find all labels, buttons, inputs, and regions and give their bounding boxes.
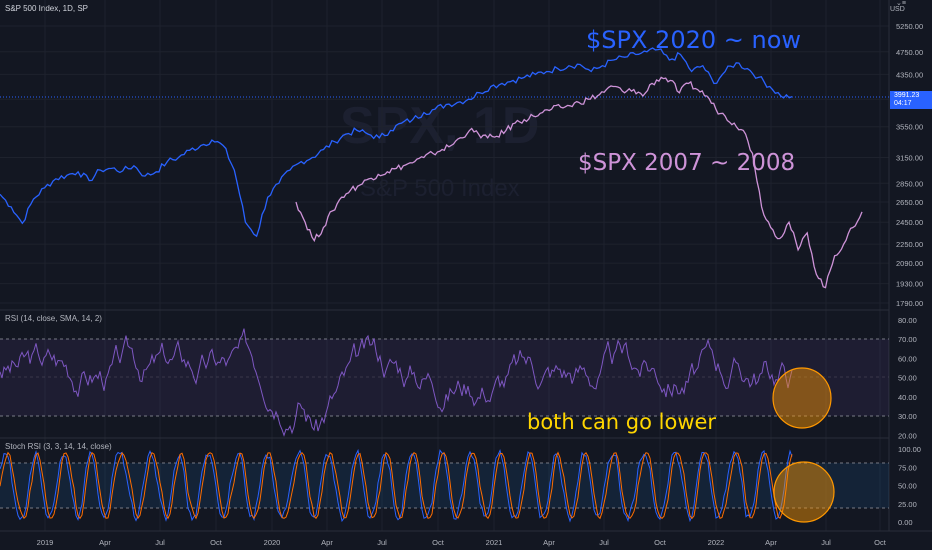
stoch-k-line — [0, 448, 793, 523]
time-tick-label: Jul — [377, 538, 387, 547]
price-tick-label: 4750.00 — [896, 48, 923, 57]
chart-title: S&P 500 Index, 1D, SP — [5, 4, 89, 13]
rsi-pane-title: RSI (14, close, SMA, 14, 2) — [5, 314, 102, 323]
rsi-tick-label: 20.00 — [898, 431, 917, 440]
stoch-tick-label: 25.00 — [898, 500, 917, 509]
rsi-line — [0, 328, 793, 437]
stoch-tick-label: 50.00 — [898, 482, 917, 491]
time-tick-label: Oct — [874, 538, 887, 547]
rsi-tick-label: 60.00 — [898, 354, 917, 363]
annotation-caption[interactable]: both can go lower — [527, 410, 717, 434]
stoch-d-line — [0, 451, 793, 520]
price-tick-label: 3150.00 — [896, 154, 923, 163]
price-tick-label: 2090.00 — [896, 259, 923, 268]
price-tick-label: 2650.00 — [896, 198, 923, 207]
rsi-tick-label: 40.00 — [898, 393, 917, 402]
time-tick-label: 2020 — [264, 538, 281, 547]
watermark-name: S&P 500 Index — [360, 175, 520, 202]
time-tick-label: Oct — [654, 538, 667, 547]
price-series-line — [0, 47, 793, 238]
grid-lines — [0, 0, 889, 531]
rsi-tick-label: 30.00 — [898, 412, 917, 421]
watermark-symbol: SPX, 1D — [340, 97, 540, 155]
time-tick-label: 2019 — [37, 538, 54, 547]
price-tick-label: 1790.00 — [896, 299, 923, 308]
stoch-tick-label: 75.00 — [898, 463, 917, 472]
time-tick-label: Jul — [599, 538, 609, 547]
stoch-pane-title: Stoch RSI (3, 3, 14, 14, close) — [5, 442, 112, 451]
last-price-badge: 3991.23 04:17 — [890, 91, 932, 109]
time-tick-label: 2021 — [486, 538, 503, 547]
rsi-tick-label: 70.00 — [898, 335, 917, 344]
time-tick-label: Apr — [543, 538, 555, 547]
price-tick-label: 2850.00 — [896, 179, 923, 188]
price-tick-label: 3550.00 — [896, 123, 923, 132]
last-price-value: 3991.23 — [894, 92, 920, 99]
price-tick-label: 4350.00 — [896, 70, 923, 79]
time-tick-label: Jul — [155, 538, 165, 547]
time-tick-label: 2022 — [708, 538, 725, 547]
price-tick-label: 2450.00 — [896, 218, 923, 227]
price-tick-label: 1930.00 — [896, 280, 923, 289]
rsi-tick-label: 50.00 — [898, 374, 917, 383]
time-tick-label: Oct — [432, 538, 445, 547]
price-tick-label: 2250.00 — [896, 240, 923, 249]
price-tick-label: 5250.00 — [896, 22, 923, 31]
rsi-tick-label: 80.00 — [898, 316, 917, 325]
annotation-spx-2020[interactable]: $SPX 2020 ~ now — [586, 26, 802, 54]
time-tick-label: Apr — [765, 538, 777, 547]
time-tick-label: Jul — [821, 538, 831, 547]
time-tick-label: Apr — [321, 538, 333, 547]
stoch-tick-label: 0.00 — [898, 518, 913, 527]
highlight-circle-rsi — [772, 367, 832, 429]
countdown: 04:17 — [894, 100, 912, 107]
time-tick-label: Oct — [210, 538, 223, 547]
time-tick-label: Apr — [99, 538, 111, 547]
scale-settings-icon[interactable]: ⌄≡ — [896, 0, 906, 7]
price-series-line — [295, 76, 863, 289]
annotation-spx-2007[interactable]: $SPX 2007 ~ 2008 — [578, 150, 796, 176]
currency-label: USD — [890, 6, 905, 13]
stoch-tick-label: 100.00 — [898, 445, 921, 454]
highlight-circle-stoch — [773, 461, 835, 523]
